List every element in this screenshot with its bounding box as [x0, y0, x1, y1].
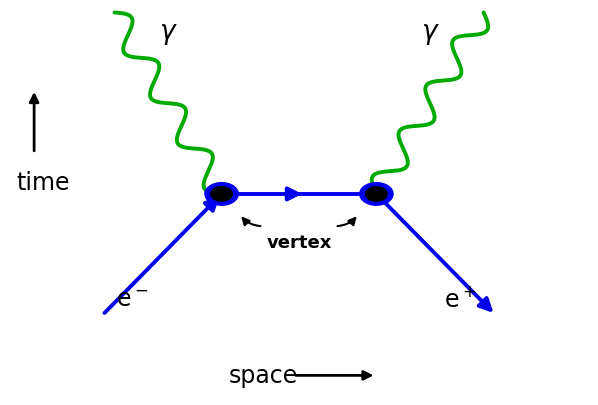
Text: e$^-$: e$^-$ [116, 287, 148, 311]
Text: time: time [16, 171, 70, 194]
Text: $\gamma$: $\gamma$ [158, 21, 178, 47]
Circle shape [360, 183, 393, 206]
Text: e$^+$: e$^+$ [444, 287, 476, 311]
Text: $\gamma$: $\gamma$ [420, 21, 440, 47]
Circle shape [211, 187, 233, 202]
Circle shape [205, 183, 238, 206]
Text: vertex: vertex [266, 234, 332, 252]
Text: space: space [228, 364, 298, 388]
Circle shape [365, 187, 387, 202]
